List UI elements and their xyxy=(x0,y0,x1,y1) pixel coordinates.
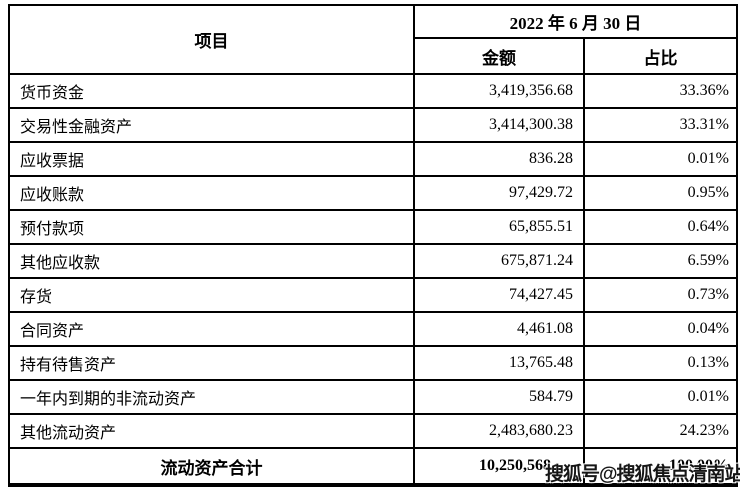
table-row: 存货 74,427.45 0.73% xyxy=(8,277,738,313)
row-ratio-cell: 0.64% xyxy=(583,209,738,245)
table-row: 预付款项 65,855.51 0.64% xyxy=(8,209,738,245)
table-row: 合同资产 4,461.08 0.04% xyxy=(8,311,738,347)
row-ratio-cell: 0.73% xyxy=(583,277,738,313)
row-label-cell: 预付款项 xyxy=(8,209,415,245)
row-ratio-cell: 24.23% xyxy=(583,413,738,449)
row-ratio-cell: 33.36% xyxy=(583,73,738,109)
total-row: 流动资产合计 10,250,568. 100.00% xyxy=(8,447,738,486)
row-amount-cell: 836.28 xyxy=(413,141,585,177)
row-amount-cell: 3,419,356.68 xyxy=(413,73,585,109)
row-amount-cell: 74,427.45 xyxy=(413,277,585,313)
row-label-cell: 应收票据 xyxy=(8,141,415,177)
total-ratio-cell: 100.00% xyxy=(583,447,738,486)
table-row: 应收票据 836.28 0.01% xyxy=(8,141,738,177)
row-ratio-cell: 6.59% xyxy=(583,243,738,279)
row-label-cell: 交易性金融资产 xyxy=(8,107,415,143)
total-label-cell: 流动资产合计 xyxy=(8,447,415,486)
table-row: 持有待售资产 13,765.48 0.13% xyxy=(8,345,738,381)
row-amount-cell: 675,871.24 xyxy=(413,243,585,279)
row-ratio-cell: 0.01% xyxy=(583,379,738,415)
row-label-cell: 持有待售资产 xyxy=(8,345,415,381)
row-ratio-cell: 33.31% xyxy=(583,107,738,143)
row-label-cell: 货币资金 xyxy=(8,73,415,109)
row-label-cell: 存货 xyxy=(8,277,415,313)
header-item: 项目 xyxy=(8,4,415,75)
row-amount-cell: 13,765.48 xyxy=(413,345,585,381)
table-row: 应收账款 97,429.72 0.95% xyxy=(8,175,738,211)
row-amount-cell: 584.79 xyxy=(413,379,585,415)
row-amount-cell: 3,414,300.38 xyxy=(413,107,585,143)
row-amount-cell: 97,429.72 xyxy=(413,175,585,211)
table-row: 货币资金 3,419,356.68 33.36% xyxy=(8,73,738,109)
table-row: 交易性金融资产 3,414,300.38 33.31% xyxy=(8,107,738,143)
table-row: 其他流动资产 2,483,680.23 24.23% xyxy=(8,413,738,449)
row-ratio-cell: 0.95% xyxy=(583,175,738,211)
header-date: 2022 年 6 月 30 日 xyxy=(413,4,738,39)
row-amount-cell: 4,461.08 xyxy=(413,311,585,347)
table-row: 其他应收款 675,871.24 6.59% xyxy=(8,243,738,279)
row-label-cell: 一年内到期的非流动资产 xyxy=(8,379,415,415)
row-label-cell: 其他流动资产 xyxy=(8,413,415,449)
header-row-columns: 金额 占比 xyxy=(9,37,738,75)
row-label-cell: 应收账款 xyxy=(8,175,415,211)
current-assets-table: 项目 2022 年 6 月 30 日 金额 占比 货币资金 3,419,356.… xyxy=(8,4,738,487)
row-label-cell: 其他应收款 xyxy=(8,243,415,279)
header-ratio: 占比 xyxy=(583,37,738,75)
row-ratio-cell: 0.13% xyxy=(583,345,738,381)
row-ratio-cell: 0.01% xyxy=(583,141,738,177)
row-amount-cell: 2,483,680.23 xyxy=(413,413,585,449)
total-amount-cell: 10,250,568. xyxy=(413,447,585,486)
row-ratio-cell: 0.04% xyxy=(583,311,738,347)
row-amount-cell: 65,855.51 xyxy=(413,209,585,245)
sohu-watermark: 搜狐号@搜狐焦点清南站 xyxy=(545,464,740,485)
row-label-cell: 合同资产 xyxy=(8,311,415,347)
header-amount: 金额 xyxy=(413,37,585,75)
table-row: 一年内到期的非流动资产 584.79 0.01% xyxy=(8,379,738,415)
header-row-date: 项目 2022 年 6 月 30 日 xyxy=(8,4,738,75)
